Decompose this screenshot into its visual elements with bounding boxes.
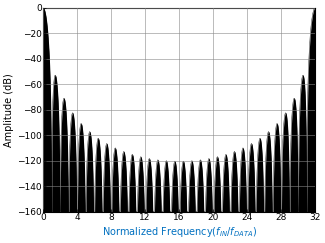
- Y-axis label: Amplitude (dB): Amplitude (dB): [4, 73, 14, 147]
- X-axis label: Normalized Frequency($f_{IN}/f_{DATA}$): Normalized Frequency($f_{IN}/f_{DATA}$): [101, 225, 257, 239]
